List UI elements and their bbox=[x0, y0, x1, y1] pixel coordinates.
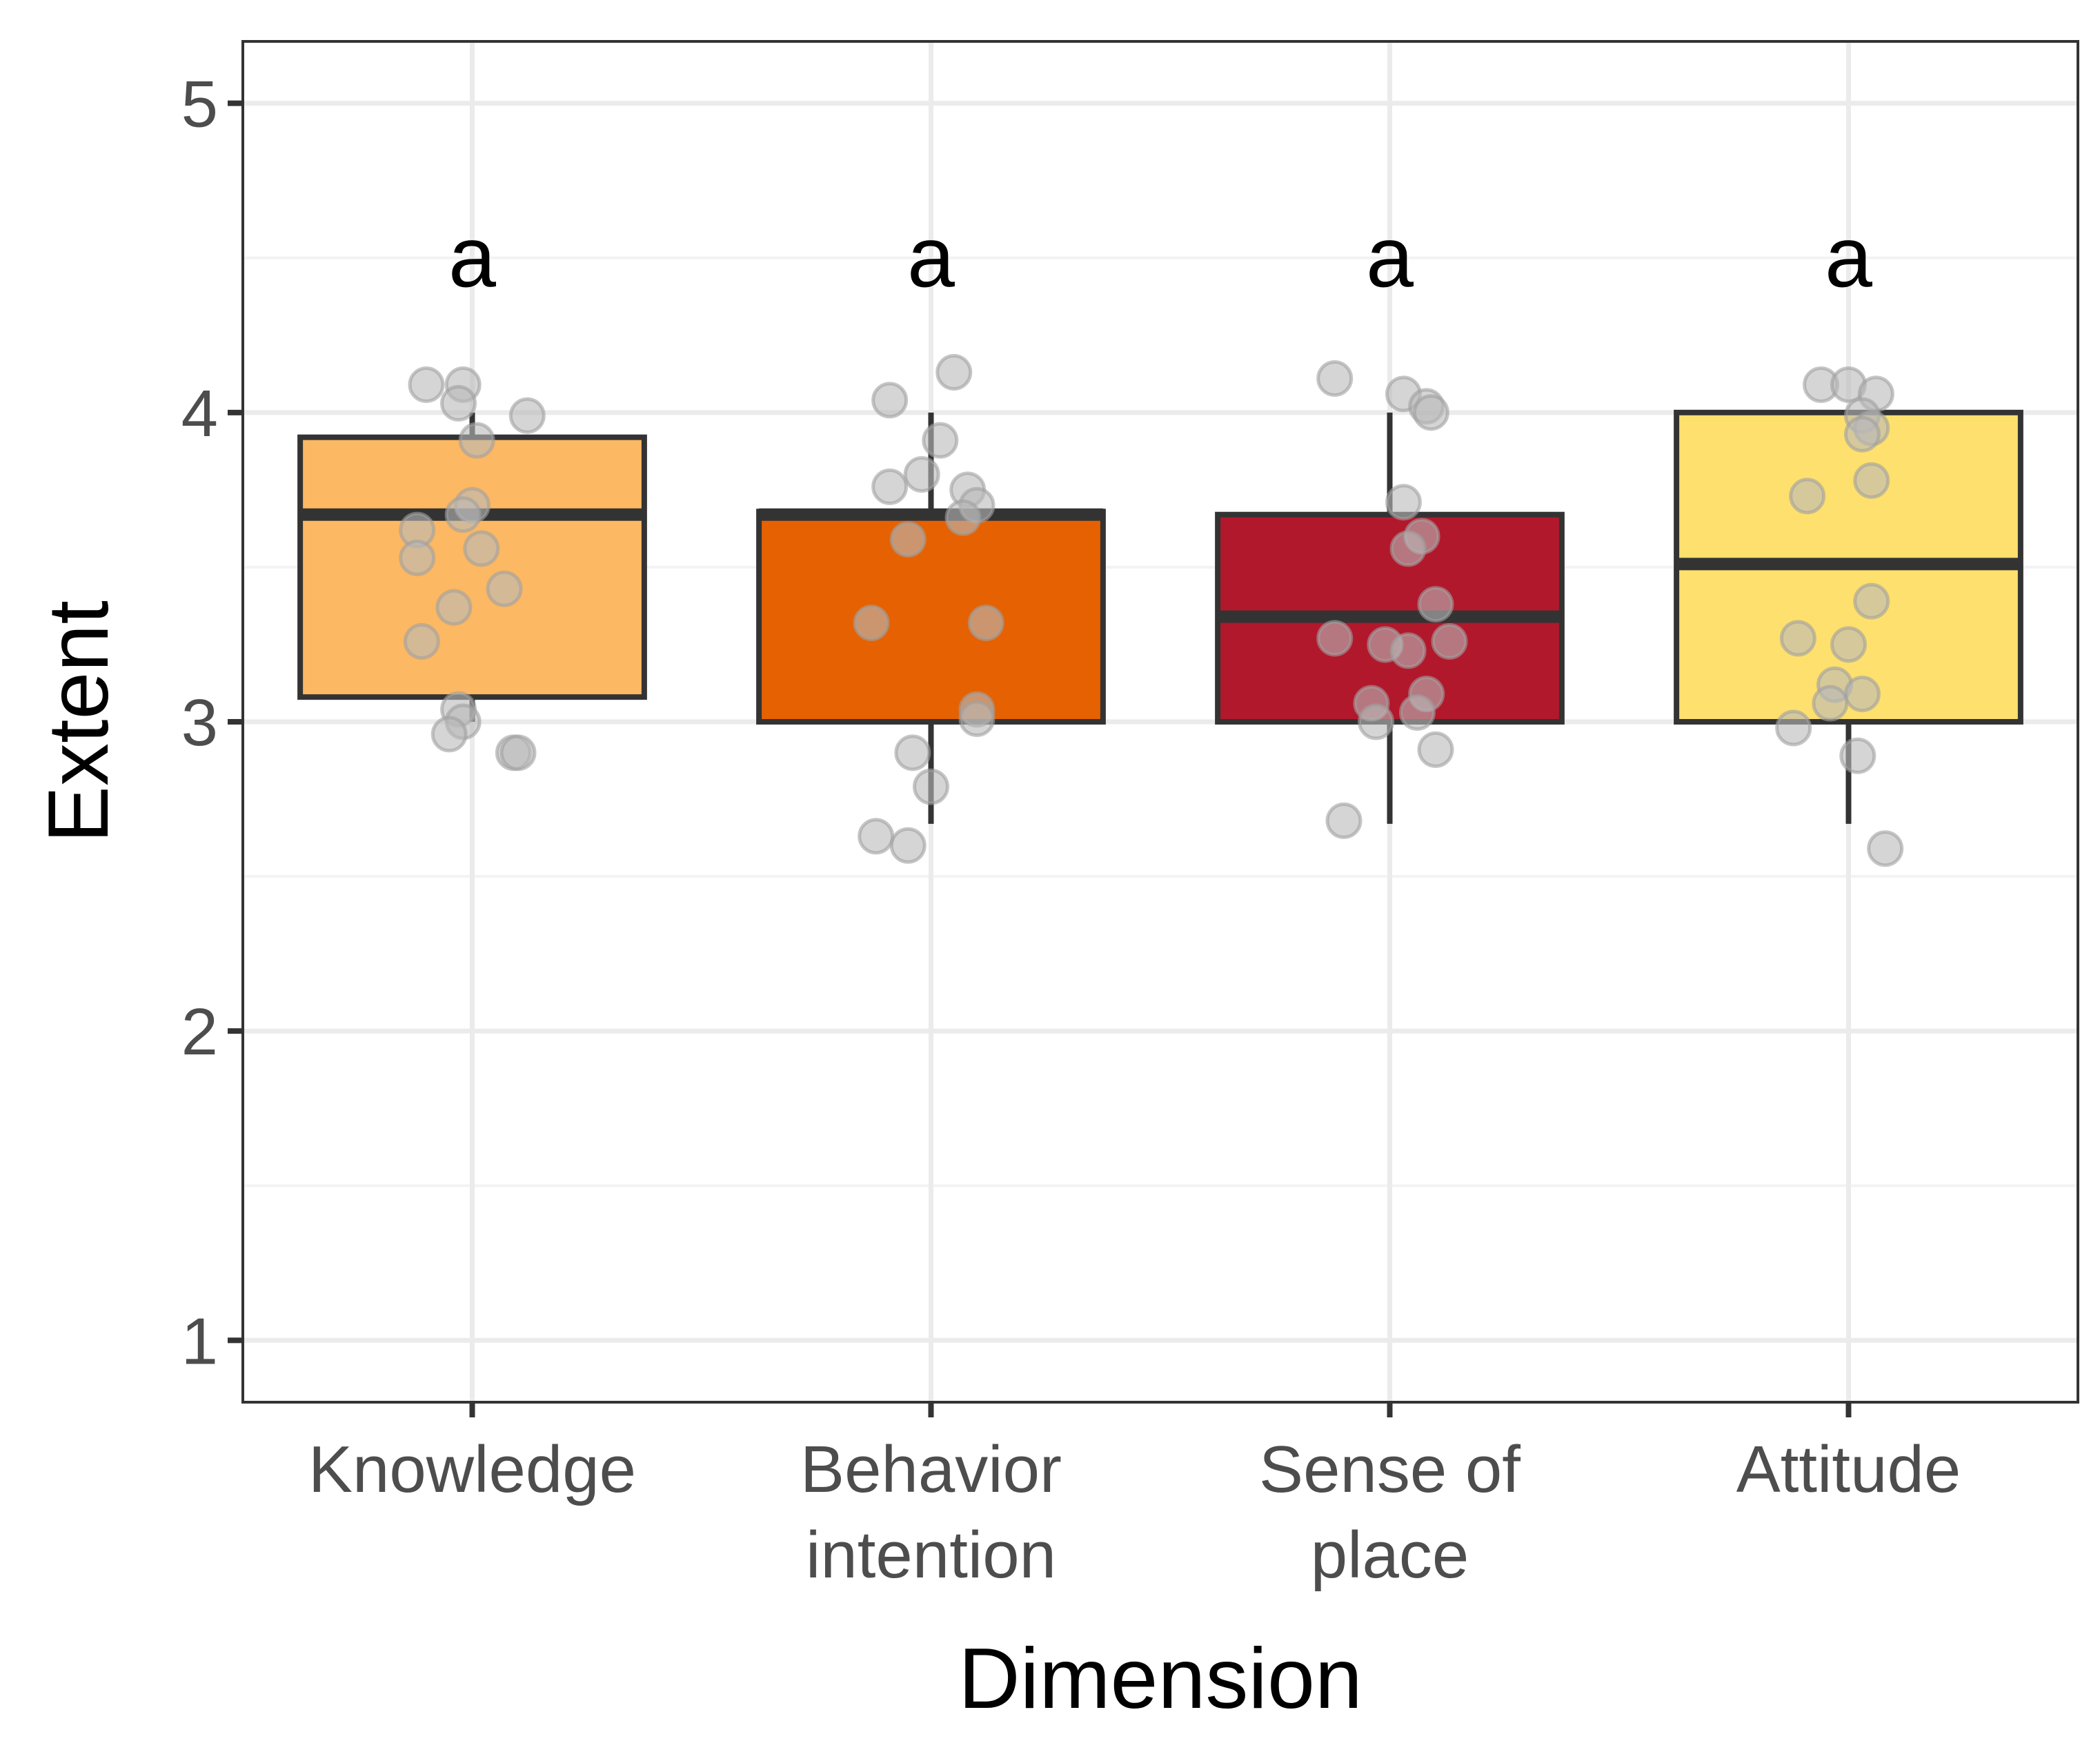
data-point bbox=[1417, 731, 1454, 768]
data-point bbox=[1431, 622, 1468, 660]
data-point bbox=[967, 604, 1004, 642]
data-point bbox=[403, 622, 440, 660]
data-point bbox=[1830, 626, 1867, 663]
data-point bbox=[1316, 620, 1354, 657]
data-point bbox=[1385, 484, 1422, 521]
data-point bbox=[458, 422, 495, 459]
data-point bbox=[499, 734, 537, 771]
x-tick-label-line: Attitude bbox=[1736, 1433, 1961, 1506]
data-point bbox=[1839, 737, 1876, 774]
data-point bbox=[1389, 530, 1427, 567]
data-point bbox=[853, 604, 890, 642]
data-point bbox=[871, 468, 909, 505]
data-point bbox=[1316, 360, 1354, 397]
box-2 bbox=[756, 412, 1106, 824]
data-point bbox=[486, 570, 523, 607]
data-point bbox=[430, 716, 468, 753]
data-point bbox=[1412, 394, 1449, 431]
data-point bbox=[1843, 415, 1881, 453]
data-point bbox=[894, 734, 931, 771]
data-point bbox=[408, 366, 445, 403]
data-point bbox=[913, 768, 949, 805]
data-point bbox=[1789, 478, 1826, 515]
data-point bbox=[1775, 709, 1812, 747]
data-point bbox=[1389, 632, 1427, 669]
y-axis-title: Extent bbox=[31, 600, 126, 843]
x-tick-label-line: Knowledge bbox=[308, 1433, 636, 1506]
x-tick-label-line: Sense of bbox=[1259, 1433, 1520, 1506]
data-point bbox=[435, 589, 473, 626]
data-point bbox=[1398, 694, 1436, 731]
box-body bbox=[297, 434, 647, 700]
significance-letter: a bbox=[1366, 210, 1414, 306]
data-point bbox=[1843, 676, 1881, 713]
box-3 bbox=[1215, 412, 1565, 824]
data-point bbox=[903, 455, 940, 493]
significance-letter: a bbox=[907, 210, 955, 306]
box-4 bbox=[1674, 409, 2023, 824]
data-point bbox=[508, 397, 546, 434]
significance-letter: a bbox=[448, 210, 496, 306]
y-tick-label: 5 bbox=[181, 68, 218, 141]
data-point bbox=[1853, 582, 1890, 620]
x-tick-label: Knowledge bbox=[308, 1433, 636, 1506]
axes: 1 2 3 4 5 Knowledge Behavior intention Sense of p… bbox=[181, 68, 1961, 1592]
jitter-points bbox=[399, 354, 1904, 867]
data-point bbox=[871, 382, 909, 419]
y-tick-label: 4 bbox=[181, 377, 218, 451]
x-tick-label: Sense of place bbox=[1259, 1433, 1520, 1592]
x-tick-label-line: Behavior bbox=[800, 1433, 1062, 1506]
significance-letter: a bbox=[1825, 210, 1872, 306]
data-point bbox=[440, 384, 477, 422]
data-point bbox=[889, 827, 927, 864]
box-1 bbox=[297, 412, 647, 722]
data-point bbox=[1358, 703, 1395, 740]
box-body bbox=[756, 509, 1106, 725]
y-tick-label: 3 bbox=[181, 686, 218, 760]
x-tick-label-line: intention bbox=[806, 1518, 1056, 1592]
data-point bbox=[858, 818, 895, 855]
y-tick-label: 2 bbox=[181, 995, 218, 1069]
data-point bbox=[944, 499, 982, 536]
data-point bbox=[889, 521, 927, 558]
data-point bbox=[399, 539, 436, 576]
data-point bbox=[1325, 802, 1363, 839]
data-point bbox=[1867, 830, 1904, 867]
data-point bbox=[1417, 586, 1454, 623]
x-axis-title: Dimension bbox=[958, 1631, 1363, 1727]
data-point bbox=[444, 496, 482, 533]
data-point bbox=[1812, 685, 1849, 722]
x-tick-label-line: place bbox=[1311, 1518, 1469, 1592]
data-point bbox=[935, 354, 973, 391]
data-point bbox=[958, 700, 995, 738]
data-point bbox=[463, 530, 500, 567]
data-point bbox=[922, 422, 959, 459]
x-tick-label: Attitude bbox=[1736, 1433, 1961, 1506]
x-tick-label: Behavior intention bbox=[800, 1433, 1062, 1592]
data-point bbox=[1779, 620, 1816, 657]
y-tick-label: 1 bbox=[181, 1304, 218, 1378]
data-point bbox=[1853, 462, 1890, 499]
